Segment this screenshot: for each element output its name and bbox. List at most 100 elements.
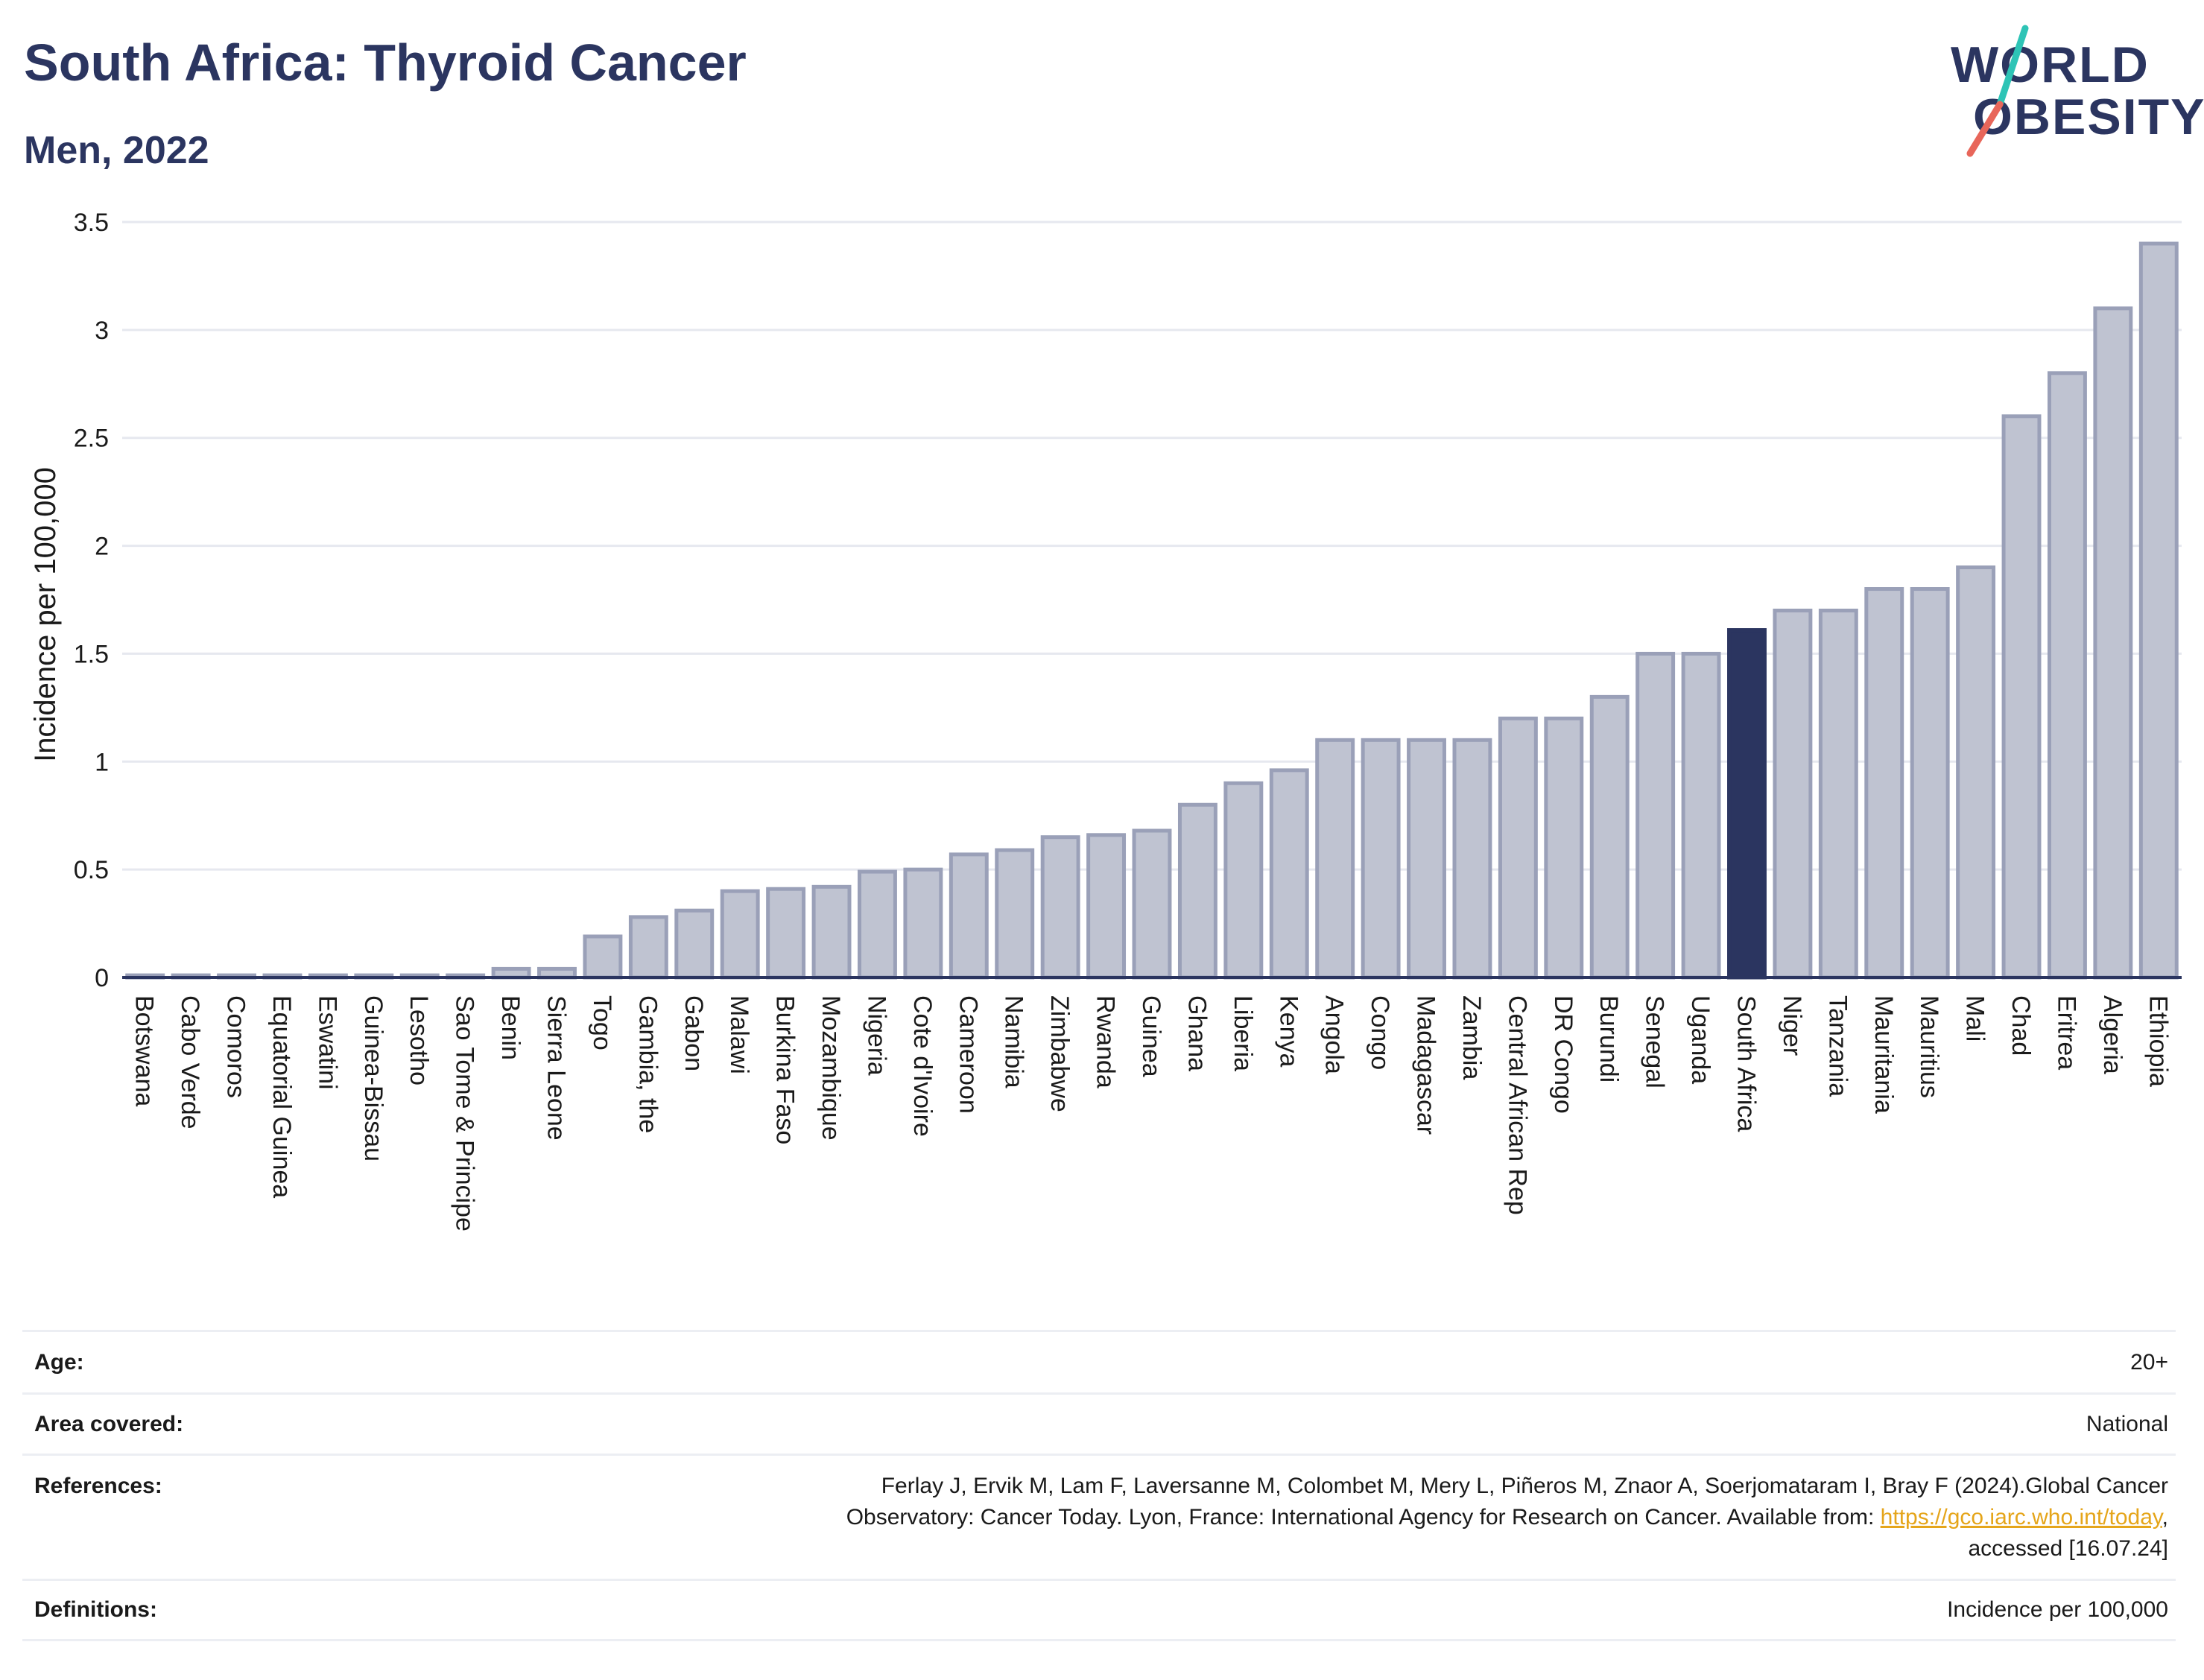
bar-eritrea[interactable] (2047, 371, 2087, 980)
x-tick-label: Guinea-Bissau (359, 995, 387, 1161)
chart-title: South Africa: Thyroid Cancer (24, 34, 747, 92)
bar-guinea[interactable] (1132, 828, 1172, 980)
bar-uganda[interactable] (1681, 651, 1721, 980)
reference-line-1: Ferlay J, Ervik M, Lam F, Laversanne M, … (881, 1474, 2168, 1498)
x-tick-label: Ethiopia (2144, 995, 2172, 1087)
bar-madagascar[interactable] (1407, 738, 1446, 980)
bar-malawi[interactable] (720, 889, 760, 980)
x-tick-label: Gambia, the (633, 995, 662, 1133)
x-tick-label: Togo (588, 995, 616, 1050)
meta-age-value: 20+ (2130, 1349, 2168, 1375)
x-tick-label: Senegal (1641, 995, 1669, 1088)
x-tick-label: Guinea (1137, 995, 1165, 1077)
logo-text-world: WORLD (1951, 37, 2150, 93)
y-tick-label: 0 (95, 964, 109, 992)
meta-definitions-label: Definitions: (34, 1597, 157, 1622)
x-tick-label: Namibia (1000, 995, 1028, 1088)
bar-zimbabwe[interactable] (1040, 835, 1080, 980)
bar-mauritius[interactable] (1910, 587, 1950, 980)
x-tick-label: Cote d'Ivoire (908, 995, 937, 1137)
reference-line-3: accessed [16.07.24] (1968, 1536, 2168, 1561)
bar-liberia[interactable] (1223, 781, 1264, 980)
world-obesity-logo: WORLD OBESITY (1937, 21, 2204, 162)
x-tick-label: Comoros (222, 995, 250, 1098)
bar-mali[interactable] (1956, 565, 1996, 980)
x-tick-label: Malawi (725, 995, 753, 1074)
x-tick-label: Congo (1366, 995, 1394, 1070)
bar-south-africa[interactable] (1727, 628, 1767, 980)
x-tick-label: Liberia (1229, 995, 1257, 1071)
meta-area-label: Area covered: (34, 1411, 184, 1436)
y-tick-labels: 0 0.5 1 1.5 2 2.5 3 3.5 (74, 209, 109, 992)
meta-row-references: References: Ferlay J, Ervik M, Lam F, La… (22, 1454, 2176, 1579)
meta-references-value: Ferlay J, Ervik M, Lam F, Laversanne M, … (846, 1471, 2176, 1565)
x-tick-label: Mozambique (817, 995, 845, 1141)
reference-line-2: Observatory: Cancer Today. Lyon, France:… (846, 1502, 2168, 1533)
bar-niger[interactable] (1773, 608, 1813, 980)
meta-definitions-value: Incidence per 100,000 (1947, 1597, 2168, 1622)
bar-gambia-the[interactable] (628, 915, 668, 980)
bar-algeria[interactable] (2093, 306, 2133, 980)
reference-line-2-text: Observatory: Cancer Today. Lyon, France:… (846, 1505, 1881, 1530)
x-tick-label: Madagascar (1412, 995, 1440, 1135)
reference-link[interactable]: https://gco.iarc.who.int/today (1880, 1505, 2162, 1530)
bar-mozambique[interactable] (811, 884, 852, 980)
x-tick-label: Zambia (1457, 995, 1486, 1080)
x-tick-label: Tanzania (1823, 995, 1852, 1097)
bar-kenya[interactable] (1269, 768, 1309, 980)
bar-chart: 0 0.5 1 1.5 2 2.5 3 3.5 Botswana Cabo Verde Comor… (29, 209, 2182, 1232)
x-tick-label: Mauritania (1869, 995, 1898, 1114)
x-tick-label: Sao Tome & Principe (451, 995, 479, 1232)
meta-references-label: References: (34, 1474, 162, 1498)
y-tick-label: 0.5 (74, 856, 109, 884)
bar-zambia[interactable] (1452, 738, 1492, 980)
x-tick-label: Angola (1320, 995, 1349, 1074)
x-tick-label: Botswana (130, 995, 159, 1106)
x-tick-label: Ghana (1182, 995, 1211, 1071)
meta-row-definitions: Definitions: Incidence per 100,000 (22, 1579, 2176, 1641)
bar-central-african-rep[interactable] (1498, 716, 1538, 980)
bar-angola[interactable] (1315, 738, 1355, 980)
y-tick-label: 2.5 (74, 425, 109, 453)
bar-nigeria[interactable] (858, 869, 897, 980)
x-tick-label: Burundi (1595, 995, 1623, 1083)
bar-ethiopia[interactable] (2138, 241, 2179, 980)
x-tick-label: Kenya (1274, 995, 1302, 1067)
bar-dr-congo[interactable] (1544, 716, 1584, 980)
bars (125, 241, 2179, 980)
x-tick-label: Mali (1961, 995, 1989, 1042)
x-tick-label: Burkina Faso (771, 995, 799, 1144)
bar-burundi[interactable] (1589, 694, 1630, 980)
x-tick-label: Uganda (1686, 995, 1714, 1084)
bar-gabon[interactable] (674, 908, 715, 980)
meta-area-value: National (2086, 1411, 2168, 1436)
x-tick-labels: Botswana Cabo Verde Comoros Equatorial Guin… (130, 995, 2173, 1232)
bar-ghana[interactable] (1177, 802, 1217, 980)
bar-namibia[interactable] (995, 848, 1035, 980)
meta-age-label: Age: (34, 1349, 84, 1375)
metadata-table: Age: 20+ Area covered: National Referenc… (22, 1330, 2176, 1641)
meta-row-age: Age: 20+ (22, 1330, 2176, 1392)
logo-text-obesity: OBESITY (1973, 89, 2204, 145)
bar-congo[interactable] (1361, 738, 1401, 980)
x-tick-label: South Africa (1732, 995, 1760, 1132)
bar-mauritania[interactable] (1864, 587, 1904, 980)
bar-cote-d-ivoire[interactable] (903, 867, 943, 980)
x-tick-label: Eswatini (313, 995, 341, 1090)
x-tick-label: Niger (1778, 995, 1806, 1056)
bar-rwanda[interactable] (1086, 833, 1127, 980)
y-axis-label: Incidence per 100,000 (29, 467, 62, 762)
x-tick-label: Algeria (2098, 995, 2127, 1074)
bar-tanzania[interactable] (1818, 608, 1858, 980)
bar-chad[interactable] (2001, 414, 2042, 980)
y-tick-label: 1 (95, 748, 109, 776)
bar-burkina-faso[interactable] (766, 887, 806, 980)
x-tick-label: Chad (2007, 995, 2035, 1056)
x-tick-label: Cameroon (954, 995, 982, 1114)
bar-senegal[interactable] (1635, 651, 1676, 980)
x-tick-label: Nigeria (862, 995, 890, 1076)
bar-togo[interactable] (583, 934, 623, 980)
logo-slash-icon (1966, 25, 2029, 157)
bar-cameroon[interactable] (949, 852, 989, 980)
reference-line-2-end: , (2162, 1505, 2168, 1530)
